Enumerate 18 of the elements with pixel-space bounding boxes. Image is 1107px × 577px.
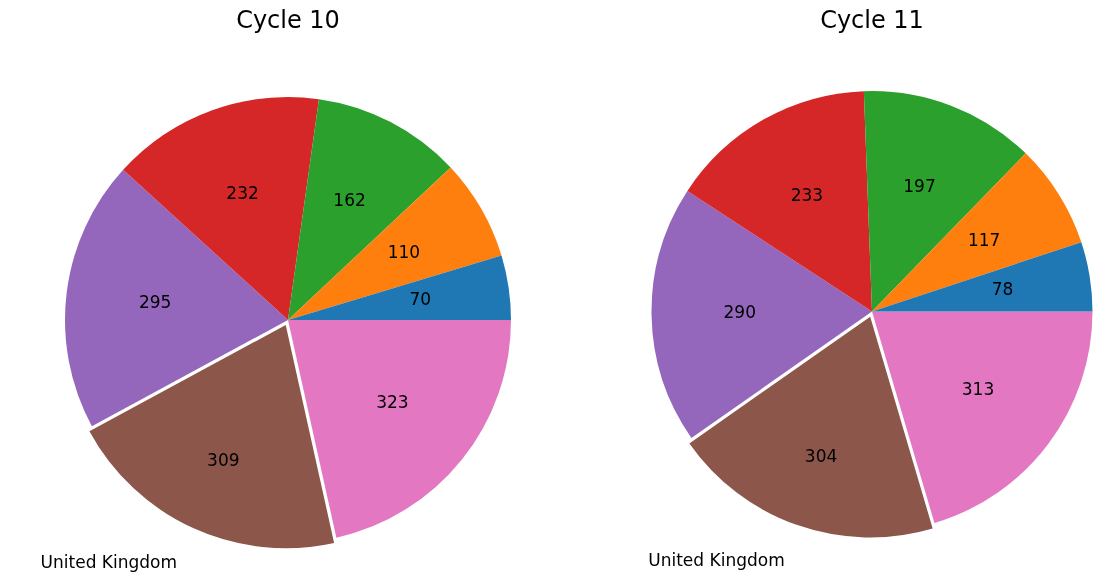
- data-label: 110: [387, 241, 421, 262]
- data-label: 233: [790, 184, 824, 205]
- data-label: 232: [226, 182, 259, 203]
- chart-title: Cycle 10: [236, 6, 340, 35]
- data-label: 78: [991, 278, 1014, 299]
- data-label: 197: [903, 176, 936, 197]
- data-label: 323: [376, 392, 409, 413]
- data-label: 313: [961, 379, 995, 400]
- data-label: 70: [409, 288, 432, 309]
- slice-label: United Kingdom: [648, 549, 785, 570]
- slice-label: United Kingdom: [40, 551, 178, 572]
- data-label: 162: [333, 189, 366, 210]
- data-label: 304: [804, 445, 838, 466]
- chart-title: Cycle 11: [820, 6, 924, 35]
- data-label: 309: [207, 450, 240, 471]
- data-label: 117: [967, 229, 1001, 250]
- data-label: 290: [723, 302, 756, 323]
- data-label: 295: [138, 292, 172, 313]
